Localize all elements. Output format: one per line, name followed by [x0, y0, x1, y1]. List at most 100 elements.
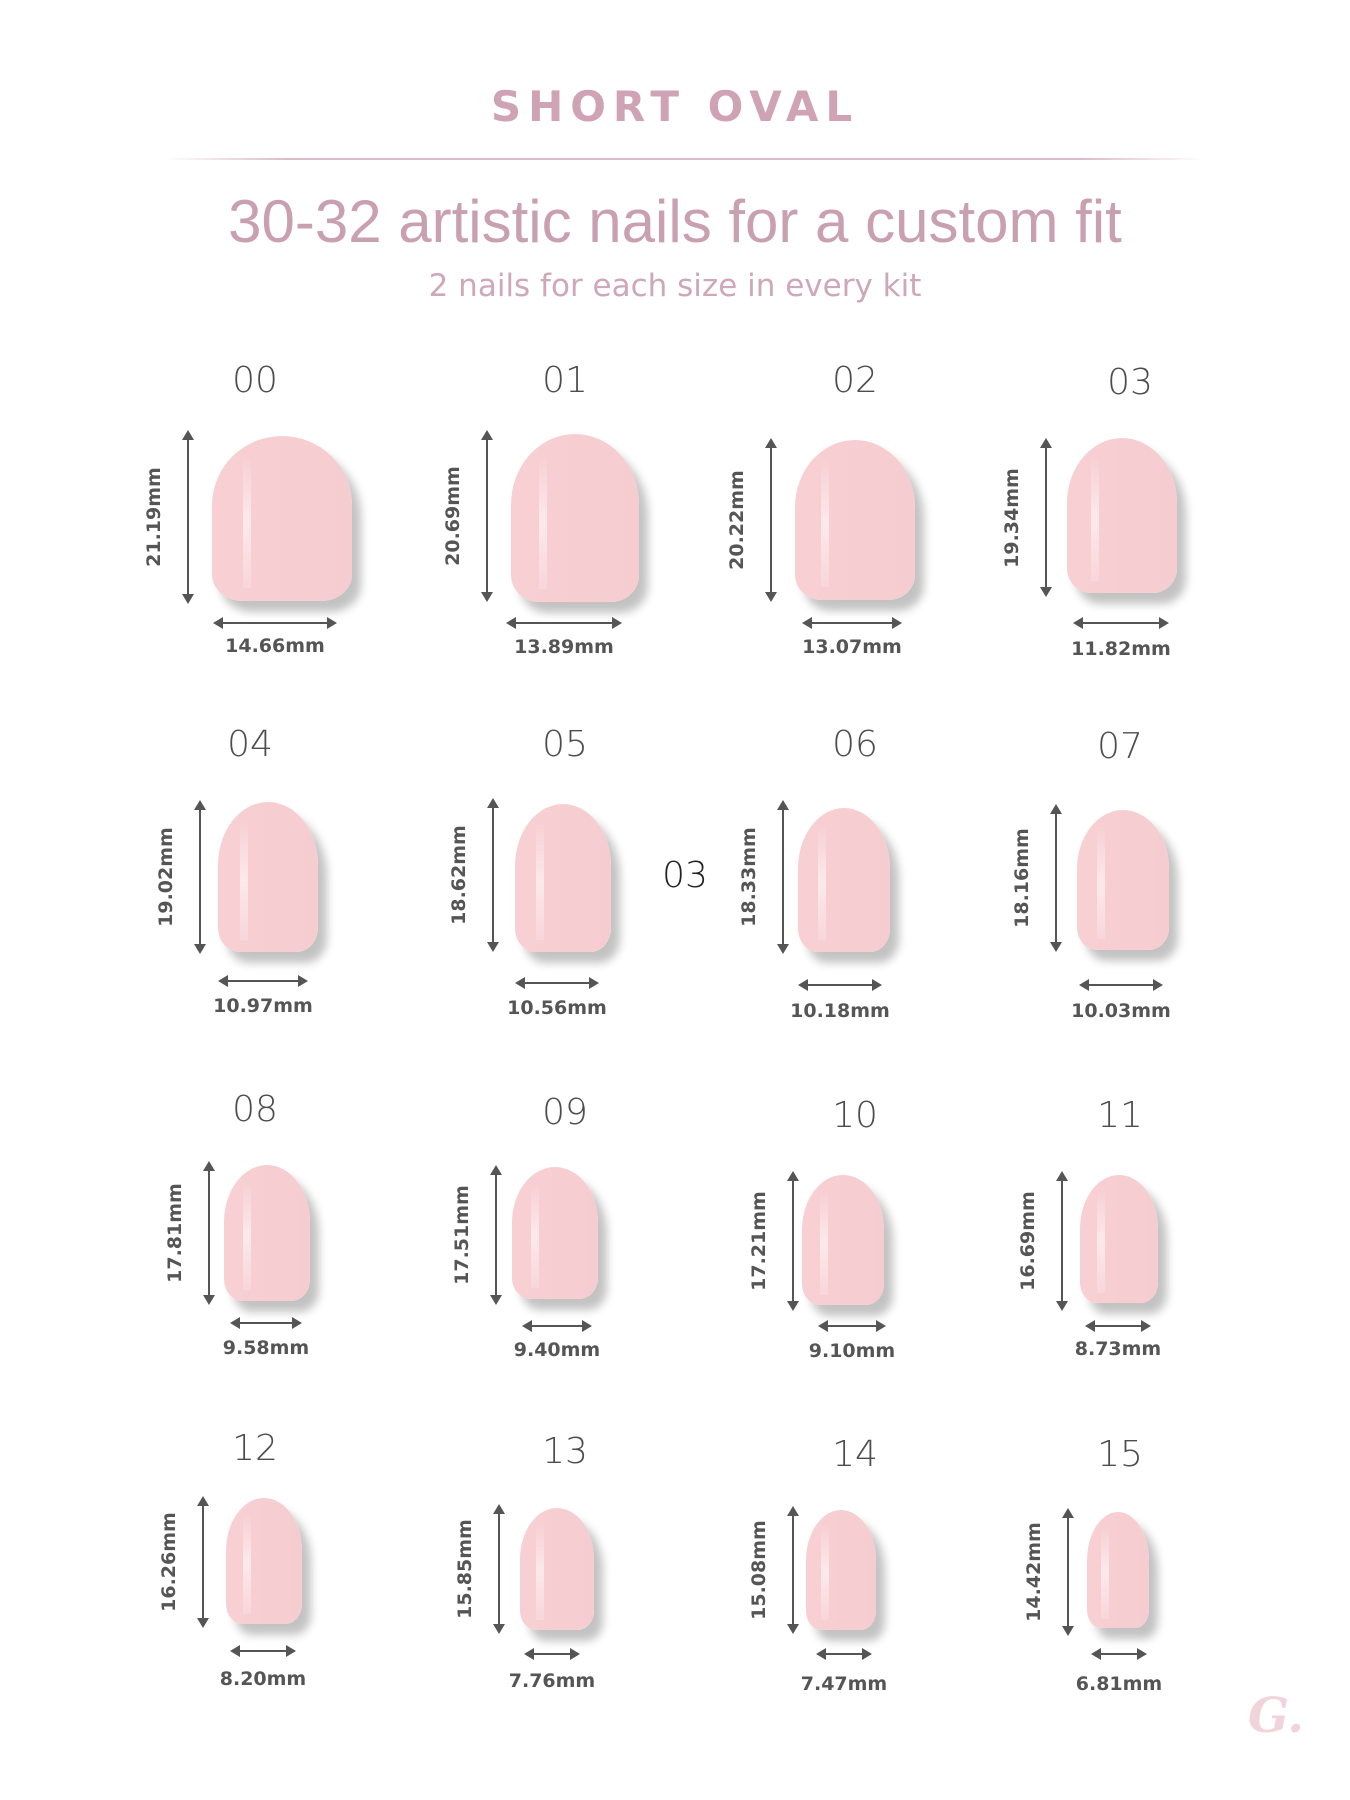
size-cell: 13 15.85mm 7.76mm [420, 1428, 710, 1758]
width-arrow [230, 1317, 302, 1329]
width-measurement: 10.18mm [790, 1000, 890, 1022]
size-cell: 09 17.51mm 9.40mm [420, 1085, 710, 1415]
width-measurement: 9.58mm [222, 1337, 310, 1359]
height-arrow [487, 798, 499, 952]
width-arrow [515, 977, 599, 989]
size-number: 15 [1097, 1434, 1143, 1475]
nail-shape [218, 802, 318, 952]
stray-size-label: 03 [662, 855, 708, 896]
width-measurement: 11.82mm [1071, 638, 1171, 660]
size-number: 06 [832, 724, 878, 765]
height-measurement: 15.85mm [454, 1519, 476, 1619]
nail-shape [795, 440, 915, 600]
size-cell: 10 17.21mm 9.10mm [710, 1085, 1000, 1415]
height-measurement: 16.69mm [1017, 1191, 1039, 1291]
width-measurement: 7.47mm [800, 1673, 888, 1695]
width-arrow [1073, 617, 1169, 629]
width-measurement: 6.81mm [1075, 1673, 1163, 1695]
size-number: 03 [1107, 362, 1153, 403]
width-arrow [802, 617, 902, 629]
size-cell: 02 20.22mm 13.07mm [710, 360, 1000, 690]
width-measurement: 10.03mm [1071, 1000, 1171, 1022]
height-arrow [490, 1165, 502, 1305]
width-measurement: 10.97mm [213, 995, 313, 1017]
page-title: SHORT OVAL [490, 82, 860, 131]
size-number: 00 [232, 360, 278, 401]
size-number: 14 [832, 1434, 878, 1475]
nail-shape [1077, 810, 1169, 950]
width-arrow [818, 1320, 886, 1332]
width-arrow [230, 1645, 296, 1657]
size-cell: 12 16.26mm 8.20mm [130, 1428, 420, 1758]
width-measurement: 10.56mm [507, 997, 607, 1019]
height-arrow [777, 800, 789, 954]
size-cell: 01 20.69mm 13.89mm [420, 360, 710, 690]
height-measurement: 19.34mm [1001, 467, 1023, 568]
width-arrow [524, 1648, 580, 1660]
height-measurement: 17.51mm [451, 1185, 473, 1285]
height-measurement: 15.08mm [748, 1520, 770, 1620]
size-cell: 03 19.34mm 11.82mm [975, 360, 1265, 690]
height-measurement: 19.02mm [155, 827, 177, 927]
height-arrow [197, 1496, 209, 1628]
size-number: 01 [542, 360, 588, 401]
width-measurement: 8.73mm [1074, 1338, 1162, 1360]
size-cell: 04 19.02mm 10.97mm [130, 722, 420, 1052]
width-measurement: 9.10mm [808, 1340, 896, 1362]
nail-shape [520, 1508, 594, 1630]
size-number: 10 [832, 1095, 878, 1136]
size-number: 09 [542, 1092, 588, 1133]
nail-shape [212, 436, 352, 601]
size-cell: 15 14.42mm 6.81mm [975, 1428, 1265, 1758]
size-number: 08 [232, 1089, 278, 1130]
width-arrow [506, 617, 622, 629]
nail-shape [512, 1167, 598, 1299]
size-cell: 00 21.19mm 14.66mm [130, 360, 420, 690]
size-cell: 05 18.62mm 10.56mm [420, 722, 710, 1052]
width-arrow [522, 1320, 592, 1332]
height-measurement: 20.22mm [726, 470, 748, 570]
width-measurement: 13.89mm [514, 636, 614, 658]
height-measurement: 20.69mm [442, 466, 464, 566]
width-arrow [798, 979, 882, 991]
nail-shape [224, 1165, 310, 1301]
height-arrow [493, 1504, 505, 1634]
size-cell: 06 18.33mm 10.18mm [710, 722, 1000, 1052]
headline: 30-32 artistic nails for a custom fit [228, 188, 1122, 255]
height-measurement: 17.81mm [164, 1183, 186, 1283]
divider [165, 158, 1205, 160]
nail-shape [802, 1175, 884, 1305]
height-arrow [481, 430, 493, 602]
nail-shape [1080, 1175, 1158, 1303]
size-number: 05 [542, 724, 588, 765]
nail-shape [511, 434, 639, 602]
width-measurement: 13.07mm [802, 636, 902, 658]
brand-logo-text: G. [1248, 1688, 1304, 1744]
height-measurement: 18.62mm [448, 825, 470, 925]
size-number: 02 [832, 360, 878, 401]
size-cell: 07 18.16mm 10.03mm [975, 722, 1265, 1052]
height-measurement: 14.42mm [1023, 1522, 1045, 1622]
size-number: 04 [227, 724, 273, 765]
height-arrow [787, 1506, 799, 1634]
nail-shape [515, 804, 611, 952]
nail-shape [806, 1510, 876, 1630]
width-measurement: 14.66mm [225, 635, 325, 657]
height-arrow [1040, 438, 1052, 597]
size-number: 12 [232, 1428, 278, 1469]
width-arrow [1091, 1648, 1147, 1660]
width-arrow [1085, 1320, 1151, 1332]
width-measurement: 8.20mm [219, 1668, 307, 1690]
size-cell: 14 15.08mm 7.47mm [710, 1428, 1000, 1758]
height-measurement: 18.16mm [1011, 828, 1033, 928]
width-arrow [213, 617, 337, 629]
height-measurement: 16.26mm [158, 1512, 180, 1612]
height-arrow [182, 430, 194, 604]
height-measurement: 18.33mm [738, 827, 760, 927]
height-arrow [194, 800, 206, 954]
nail-shape [1067, 438, 1177, 593]
size-number: 07 [1097, 726, 1143, 767]
size-number: 11 [1097, 1095, 1143, 1136]
nail-shape [1087, 1512, 1149, 1628]
